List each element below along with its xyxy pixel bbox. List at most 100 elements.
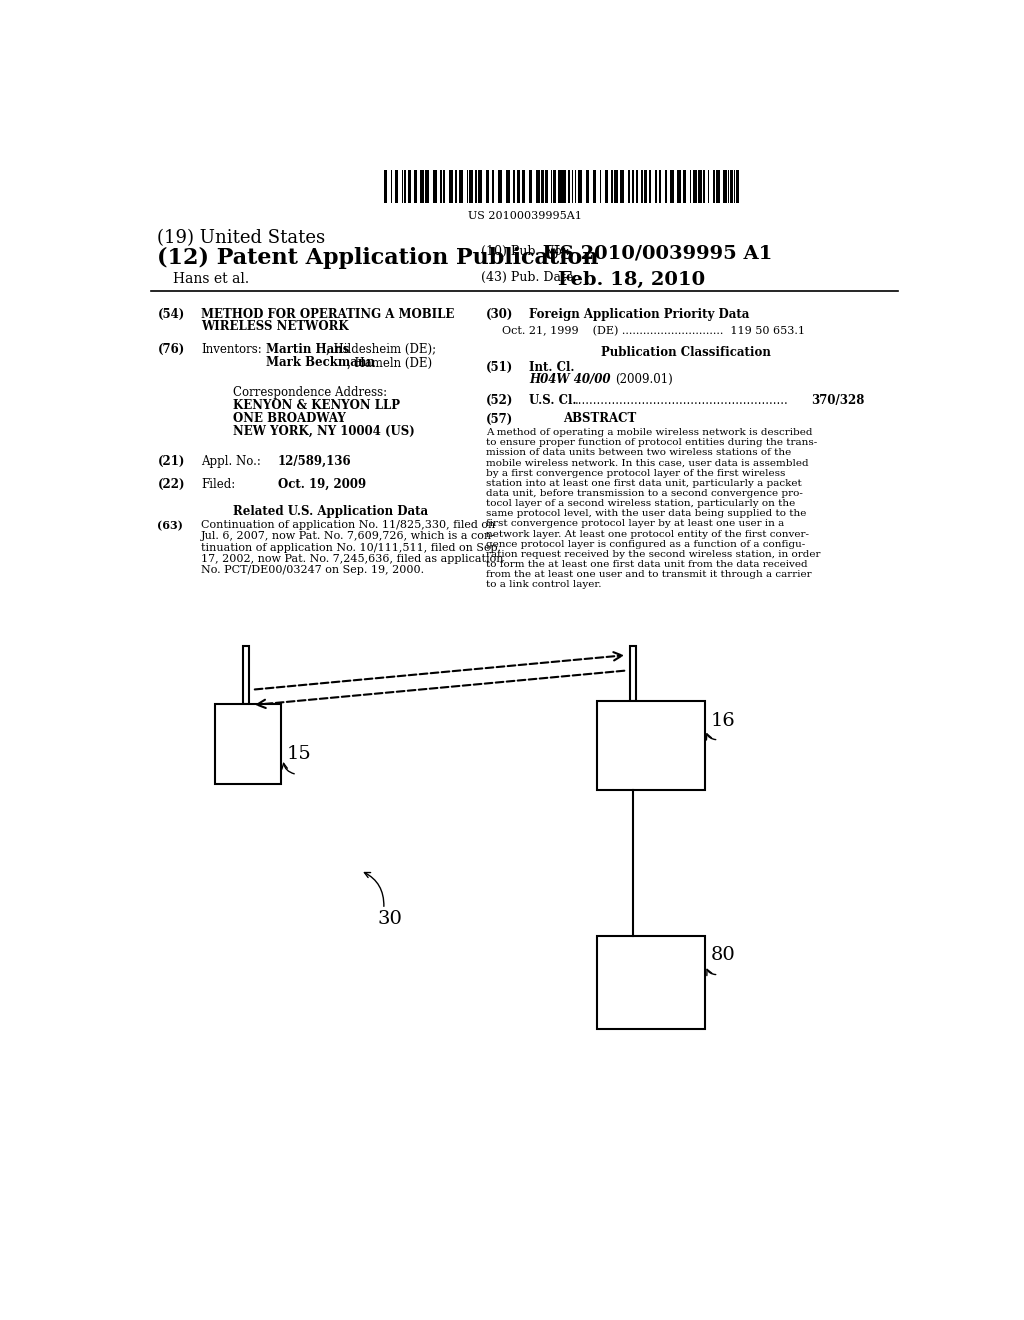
- Text: network layer. At least one protocol entity of the first conver-: network layer. At least one protocol ent…: [486, 529, 809, 539]
- Text: (54): (54): [158, 308, 184, 321]
- Bar: [613, 170, 617, 203]
- Bar: [529, 170, 531, 203]
- Bar: [433, 170, 437, 203]
- Bar: [403, 170, 407, 203]
- Bar: [522, 170, 525, 203]
- Text: Continuation of application No. 11/825,330, filed on: Continuation of application No. 11/825,3…: [201, 520, 495, 531]
- Text: to ensure proper function of protocol entities during the trans-: to ensure proper function of protocol en…: [486, 438, 817, 447]
- Bar: [666, 170, 668, 203]
- Bar: [655, 170, 657, 203]
- Bar: [677, 170, 681, 203]
- Text: Correspondence Address:: Correspondence Address:: [233, 385, 387, 399]
- Text: by a first convergence protocol layer of the first wireless: by a first convergence protocol layer of…: [486, 469, 785, 478]
- Bar: [597, 701, 706, 789]
- FancyArrowPatch shape: [257, 671, 625, 708]
- Bar: [493, 170, 495, 203]
- Bar: [517, 170, 520, 203]
- FancyArrowPatch shape: [707, 969, 716, 975]
- Text: Oct. 21, 1999    (DE) .............................  119 50 653.1: Oct. 21, 1999 (DE) .....................…: [502, 326, 805, 337]
- Bar: [506, 170, 510, 203]
- Bar: [597, 936, 706, 1028]
- Text: KENYON & KENYON LLP: KENYON & KENYON LLP: [233, 399, 400, 412]
- Bar: [636, 170, 638, 203]
- Bar: [215, 704, 281, 784]
- Bar: [449, 170, 453, 203]
- Text: (63): (63): [158, 520, 183, 532]
- FancyArrowPatch shape: [365, 873, 384, 907]
- Bar: [562, 170, 566, 203]
- Bar: [697, 170, 701, 203]
- Text: Int. Cl.: Int. Cl.: [529, 360, 574, 374]
- Text: (22): (22): [158, 478, 185, 491]
- Text: .........................................................: ........................................…: [575, 395, 788, 407]
- Text: (76): (76): [158, 343, 184, 356]
- Text: station into at least one first data unit, particularly a packet: station into at least one first data uni…: [486, 479, 802, 487]
- Text: Feb. 18, 2010: Feb. 18, 2010: [558, 271, 706, 289]
- Bar: [415, 170, 418, 203]
- Bar: [736, 170, 739, 203]
- Text: to a link control layer.: to a link control layer.: [486, 581, 601, 589]
- Text: (51): (51): [486, 360, 513, 374]
- Bar: [724, 170, 727, 203]
- Text: No. PCT/DE00/03247 on Sep. 19, 2000.: No. PCT/DE00/03247 on Sep. 19, 2000.: [201, 565, 424, 576]
- Text: (2009.01): (2009.01): [614, 374, 673, 387]
- Text: U.S. Cl.: U.S. Cl.: [529, 395, 577, 407]
- Text: ONE BROADWAY: ONE BROADWAY: [233, 412, 346, 425]
- Text: mobile wireless network. In this case, user data is assembled: mobile wireless network. In this case, u…: [486, 458, 809, 467]
- Text: Jul. 6, 2007, now Pat. No. 7,609,726, which is a con-: Jul. 6, 2007, now Pat. No. 7,609,726, wh…: [201, 532, 496, 541]
- Text: (12) Patent Application Publication: (12) Patent Application Publication: [158, 247, 599, 269]
- Bar: [455, 170, 457, 203]
- FancyArrowPatch shape: [255, 652, 622, 689]
- Text: (19) United States: (19) United States: [158, 230, 326, 247]
- Text: (21): (21): [158, 455, 184, 467]
- Bar: [459, 170, 463, 203]
- Text: 370/328: 370/328: [812, 395, 865, 407]
- Bar: [579, 170, 583, 203]
- Bar: [611, 170, 612, 203]
- Bar: [693, 170, 696, 203]
- Bar: [394, 170, 397, 203]
- Text: (10) Pub. No.:: (10) Pub. No.:: [480, 244, 569, 257]
- Text: 17, 2002, now Pat. No. 7,245,636, filed as application: 17, 2002, now Pat. No. 7,245,636, filed …: [201, 554, 504, 564]
- Text: first convergence protocol layer by at least one user in a: first convergence protocol layer by at l…: [486, 519, 784, 528]
- Text: H04W 40/00: H04W 40/00: [529, 374, 611, 387]
- Bar: [536, 170, 540, 203]
- Bar: [659, 170, 662, 203]
- Text: , Hildesheim (DE);: , Hildesheim (DE);: [327, 343, 436, 356]
- Text: , Hameln (DE): , Hameln (DE): [347, 356, 432, 370]
- Text: NEW YORK, NY 10004 (US): NEW YORK, NY 10004 (US): [233, 425, 415, 438]
- Text: Foreign Application Priority Data: Foreign Application Priority Data: [529, 308, 750, 321]
- Text: US 2010/0039995 A1: US 2010/0039995 A1: [543, 244, 772, 263]
- Bar: [557, 170, 561, 203]
- Text: A method of operating a mobile wireless network is described: A method of operating a mobile wireless …: [486, 428, 813, 437]
- Bar: [420, 170, 424, 203]
- Text: Appl. No.:: Appl. No.:: [201, 455, 261, 467]
- Text: from the at least one user and to transmit it through a carrier: from the at least one user and to transm…: [486, 570, 812, 579]
- Text: (43) Pub. Date:: (43) Pub. Date:: [480, 271, 578, 284]
- Text: tinuation of application No. 10/111,511, filed on Sep.: tinuation of application No. 10/111,511,…: [201, 543, 501, 553]
- Text: 12/589,136: 12/589,136: [278, 455, 351, 467]
- Text: (57): (57): [486, 412, 513, 425]
- Bar: [641, 170, 643, 203]
- Text: 15: 15: [287, 744, 311, 763]
- Bar: [702, 170, 705, 203]
- Bar: [545, 170, 548, 203]
- Bar: [632, 170, 634, 203]
- Text: tocol layer of a second wireless station, particularly on the: tocol layer of a second wireless station…: [486, 499, 796, 508]
- Text: Mark Beckmann: Mark Beckmann: [266, 356, 375, 370]
- Bar: [628, 170, 630, 203]
- Text: same protocol level, with the user data being supplied to the: same protocol level, with the user data …: [486, 510, 807, 519]
- Bar: [474, 170, 476, 203]
- Bar: [243, 645, 249, 704]
- Bar: [713, 170, 715, 203]
- Bar: [477, 170, 481, 203]
- Text: (30): (30): [486, 308, 513, 321]
- Text: Martin Hans: Martin Hans: [266, 343, 349, 356]
- Text: Publication Classification: Publication Classification: [601, 346, 771, 359]
- FancyArrowPatch shape: [282, 763, 294, 774]
- Bar: [644, 170, 647, 203]
- Text: METHOD FOR OPERATING A MOBILE: METHOD FOR OPERATING A MOBILE: [201, 308, 455, 321]
- Text: data unit, before transmission to a second convergence pro-: data unit, before transmission to a seco…: [486, 488, 803, 498]
- Bar: [499, 170, 502, 203]
- Text: Related U.S. Application Data: Related U.S. Application Data: [233, 506, 428, 517]
